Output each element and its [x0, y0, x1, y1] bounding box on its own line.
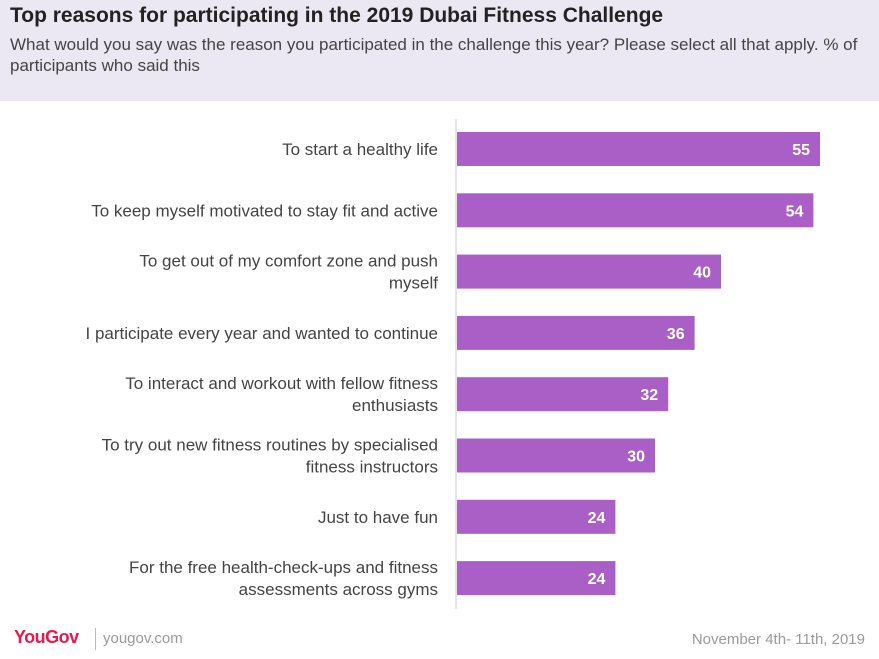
bar-value-label: 54 [786, 203, 804, 220]
category-label: To get out of my comfort zone and push my… [139, 252, 438, 293]
bar [457, 377, 669, 412]
chart-subtitle: What would you say was the reason you pa… [10, 35, 858, 75]
bar-value-label: 24 [588, 510, 606, 527]
bar-value-label: 40 [693, 265, 711, 282]
bar-value-label: 36 [667, 326, 685, 343]
footer-date: November 4th- 11th, 2019 [691, 631, 865, 648]
category-label: To keep myself motivated to stay fit and… [91, 201, 438, 220]
chart-header: Top reasons for participating in the 201… [0, 0, 879, 101]
category-label: For the free health-check-ups and fitnes… [129, 558, 438, 599]
bar-value-label: 24 [588, 571, 606, 588]
footer-divider [95, 628, 96, 650]
category-label: I participate every year and wanted to c… [86, 324, 439, 343]
bar [457, 315, 695, 350]
chart-title: Top reasons for participating in the 201… [10, 4, 664, 27]
bar-value-label: 30 [627, 449, 645, 466]
bar [457, 499, 616, 534]
category-label: Just to have fun [318, 508, 438, 527]
bar [457, 193, 814, 228]
category-label: To try out new fitness routines by speci… [102, 436, 438, 477]
bar [457, 561, 616, 596]
bar [457, 438, 655, 473]
bar-value-label: 32 [640, 387, 658, 404]
yougov-logo: YouGov [14, 627, 79, 647]
bar [457, 132, 820, 166]
bar-value-label: 55 [792, 142, 810, 159]
footer-website: yougov.com [103, 630, 183, 647]
category-label: To start a healthy life [282, 140, 438, 159]
category-label: To interact and workout with fellow fitn… [125, 374, 438, 415]
bar [457, 254, 721, 289]
bar-chart: 55 To start a healthy life 54 To keep mysel… [0, 101, 879, 621]
bar-chart-svg: 55 To start a healthy life 54 To keep mysel… [86, 119, 820, 609]
